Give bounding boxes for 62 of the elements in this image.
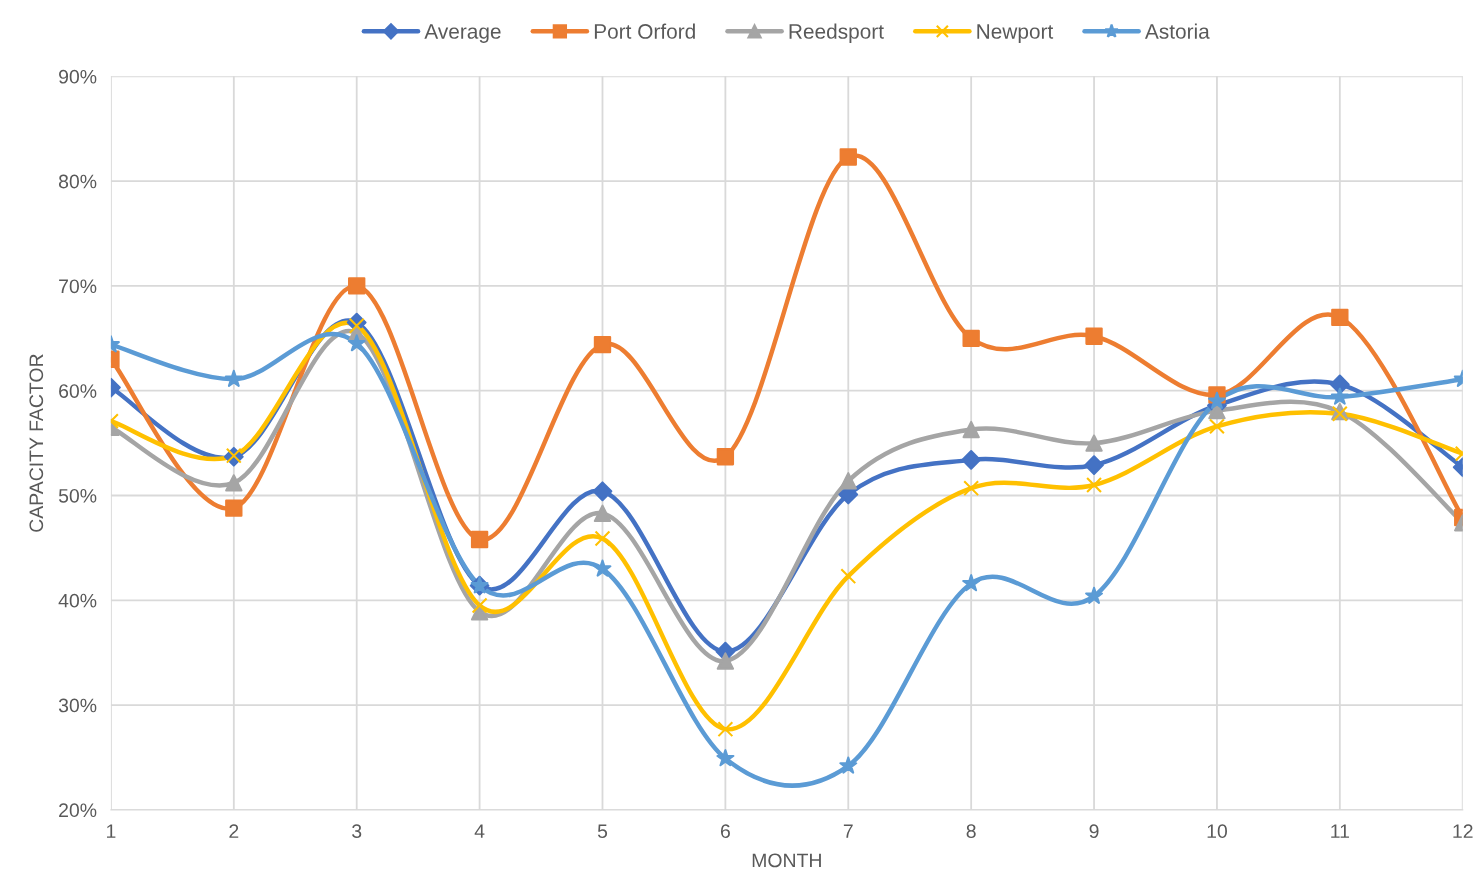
point [839, 148, 857, 166]
point [839, 472, 857, 490]
point [225, 499, 243, 517]
point [1208, 418, 1225, 435]
point [716, 448, 735, 466]
y-tick-label: 20% [59, 803, 97, 818]
x-tick-label: 12 [1453, 824, 1473, 838]
legend-label: Average [424, 24, 501, 43]
point [470, 530, 489, 549]
point [839, 756, 858, 774]
y-axis-title: CAPACITY FACTOR [29, 354, 44, 532]
y-tick-label: 30% [58, 698, 97, 713]
point [963, 480, 980, 497]
point [961, 450, 982, 470]
point [716, 652, 735, 670]
point [1084, 455, 1104, 475]
legend-label: Newport [977, 24, 1054, 43]
point [593, 559, 612, 577]
point [224, 369, 243, 387]
y-tick-label: 40% [58, 593, 97, 608]
point [962, 420, 980, 439]
point [594, 530, 611, 547]
point [348, 317, 365, 334]
x-tick-label: 8 [966, 824, 976, 839]
point [1207, 391, 1226, 409]
point [348, 277, 366, 295]
x-tick-label: 6 [720, 824, 730, 839]
point [1329, 374, 1350, 395]
point [1330, 387, 1349, 405]
y-tick-label: 50% [58, 488, 97, 503]
point [1085, 327, 1103, 345]
x-tick-label: 5 [597, 824, 608, 839]
point [592, 481, 613, 502]
x-tick-label: 1 [107, 824, 116, 838]
point [347, 334, 366, 352]
x-tick-label: 9 [1089, 824, 1099, 839]
legend-label: Reedsport [789, 23, 884, 43]
point [471, 597, 488, 614]
point [962, 574, 981, 592]
y-tick-label: 70% [59, 279, 97, 294]
point [593, 504, 612, 522]
x-tick-label: 11 [1331, 824, 1349, 838]
legend-label: Port Orford [594, 23, 695, 39]
x-axis-title: MONTH [752, 853, 821, 868]
y-tick-label: 90% [59, 69, 97, 84]
point [225, 474, 243, 492]
x-tick-label: 10 [1207, 824, 1227, 839]
y-tick-label: 60% [59, 384, 97, 398]
point [1086, 477, 1103, 494]
point [716, 749, 735, 767]
point [1331, 308, 1349, 327]
x-tick-label: 7 [843, 824, 853, 838]
x-tick-label: 2 [229, 824, 239, 838]
legend-label: Astoria [1144, 23, 1210, 39]
point [1085, 586, 1104, 604]
point [593, 335, 612, 354]
point [1085, 434, 1103, 452]
point [717, 721, 734, 738]
x-tick-label: 3 [352, 824, 362, 839]
y-tick-label: 80% [58, 174, 97, 189]
point [962, 329, 980, 348]
x-tick-label: 4 [474, 824, 485, 838]
